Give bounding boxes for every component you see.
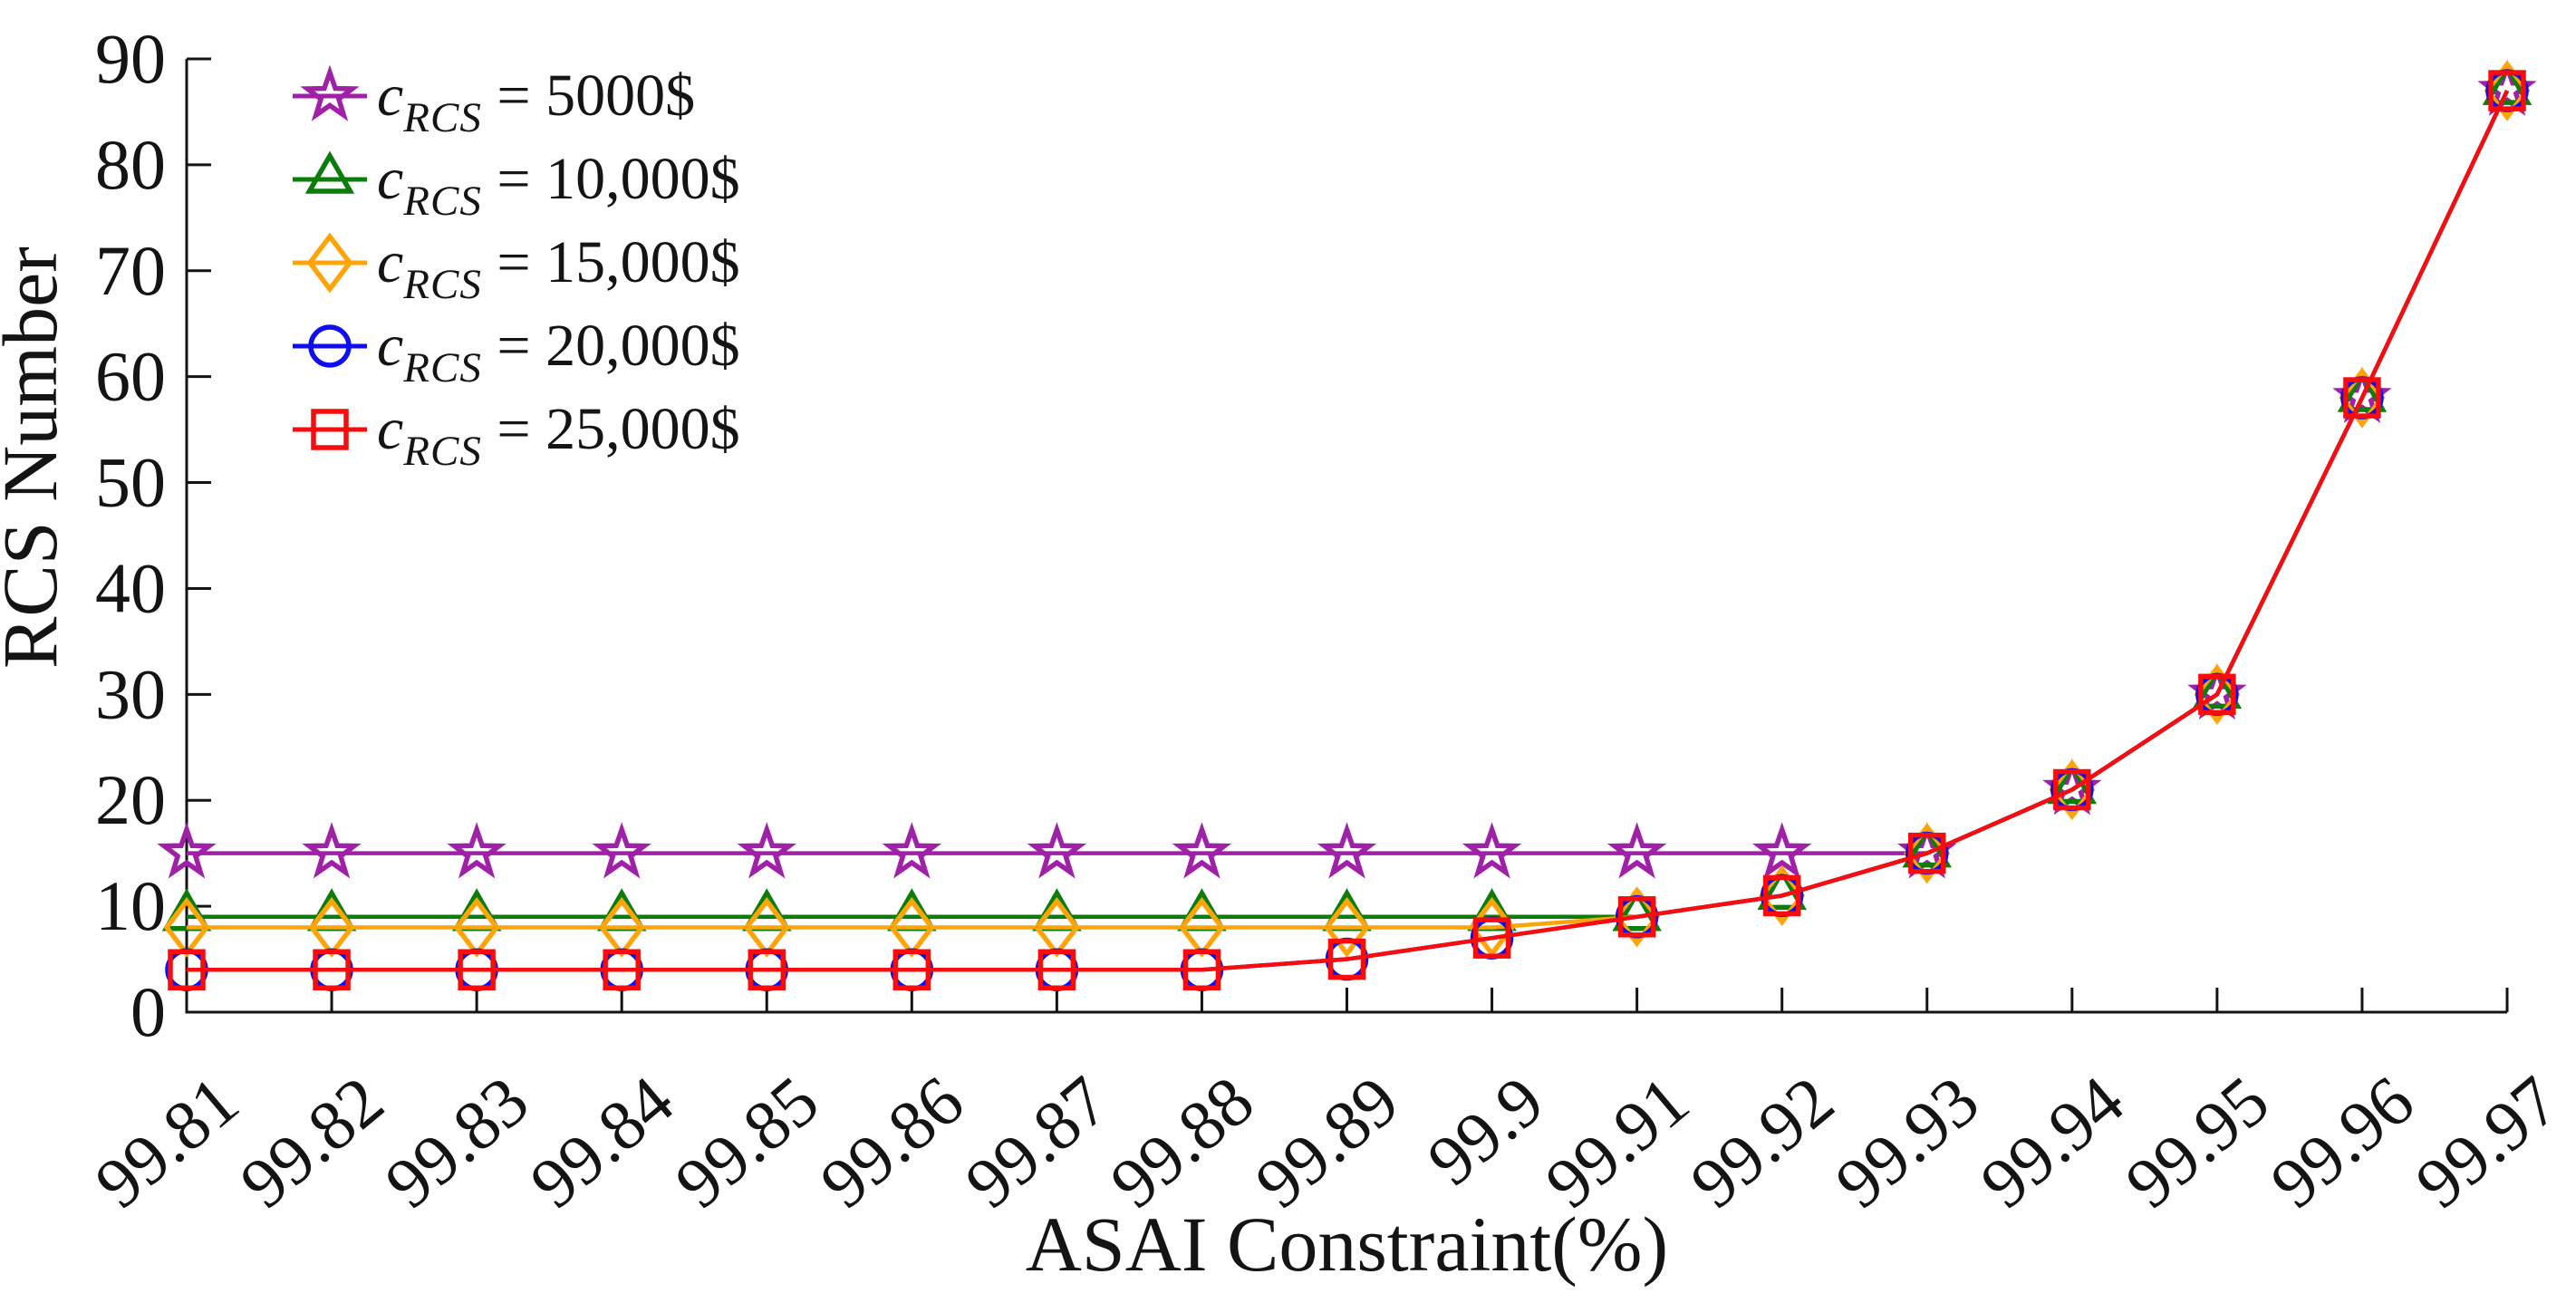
- x-tick-label: 99.9: [1413, 1060, 1558, 1200]
- diamond-marker: [2194, 663, 2241, 725]
- y-tick-label: 10: [95, 866, 166, 945]
- legend-item-25000: cRCS = 25,000$: [288, 388, 740, 475]
- diamond-marker: [1759, 864, 1806, 926]
- y-tick-label: 30: [95, 654, 166, 733]
- legend-label: cRCS = 10,000$: [377, 146, 740, 225]
- legend-item-20000: cRCS = 20,000$: [288, 304, 740, 391]
- x-tick-label: 99.95: [2110, 1060, 2282, 1222]
- star-marker: [1317, 822, 1377, 879]
- y-tick-label: 20: [95, 760, 166, 839]
- square-marker: [2053, 768, 2091, 811]
- x-tick-label: 99.87: [950, 1060, 1123, 1222]
- square-marker: [603, 949, 641, 990]
- x-tick-label: 99.88: [1095, 1060, 1268, 1222]
- square-marker: [168, 949, 206, 990]
- x-tick-label: 99.89: [1240, 1060, 1413, 1222]
- y-tick-label: 40: [95, 548, 166, 627]
- legend-label: cRCS = 15,000$: [377, 229, 740, 308]
- x-tick-label: 99.85: [661, 1060, 833, 1222]
- legend-item-10000: cRCS = 10,000$: [288, 138, 740, 225]
- x-tick-label: 99.97: [2401, 1060, 2573, 1222]
- square-marker: [2343, 377, 2381, 419]
- square-marker: [748, 949, 786, 990]
- square-marker: [1908, 832, 1946, 874]
- square-marker: [1762, 874, 1801, 917]
- square-marker: [2198, 673, 2236, 716]
- star-marker: [592, 822, 651, 879]
- diamond-marker: [2484, 60, 2531, 121]
- square-marker: [1472, 917, 1511, 959]
- y-tick-label: 50: [95, 443, 166, 522]
- square-marker: [458, 949, 496, 990]
- y-axis-label: RCS Number: [0, 246, 73, 669]
- triangle-marker: [1757, 866, 1807, 911]
- circle-marker-icon: [293, 324, 367, 368]
- x-tick-label: 99.86: [806, 1060, 978, 1222]
- triangle-marker: [1612, 888, 1662, 931]
- diamond-marker-icon: [293, 232, 367, 294]
- square-marker: [2488, 70, 2526, 111]
- star-marker-icon: [293, 64, 367, 121]
- triangle-marker: [2337, 369, 2388, 412]
- legend-label: cRCS = 20,000$: [377, 313, 740, 391]
- triangle-marker-icon: [293, 150, 367, 194]
- star-marker: [157, 822, 217, 879]
- star-marker: [447, 822, 507, 879]
- square-marker: [892, 949, 931, 990]
- y-tick-label: 60: [95, 337, 166, 416]
- star-marker: [1027, 822, 1087, 879]
- x-tick-label: 99.96: [2256, 1060, 2428, 1222]
- legend-label: cRCS = 25,000$: [377, 396, 740, 475]
- square-marker: [1327, 938, 1366, 980]
- y-tick-label: 0: [130, 972, 166, 1051]
- x-axis-label: ASAI Constraint(%): [1026, 1201, 1668, 1288]
- square-marker: [1182, 949, 1221, 990]
- series-line: [187, 90, 2510, 972]
- star-marker: [1606, 822, 1667, 879]
- x-tick-label: 99.84: [516, 1060, 688, 1222]
- y-tick-label: 80: [95, 125, 166, 204]
- x-tick-label: 99.93: [1820, 1060, 1992, 1222]
- star-marker: [882, 822, 942, 879]
- x-tick-label: 99.94: [1965, 1060, 2137, 1222]
- diamond-marker: [1324, 896, 1370, 959]
- square-marker-icon: [293, 409, 367, 450]
- star-marker: [1462, 822, 1522, 879]
- diamond-marker: [1614, 886, 1661, 948]
- triangle-marker: [2482, 62, 2533, 105]
- y-tick-label: 70: [95, 231, 166, 310]
- star-marker: [302, 822, 362, 879]
- legend-item-5000: cRCS = 5000$: [288, 54, 740, 141]
- diamond-marker: [2339, 367, 2386, 429]
- x-tick-label: 99.81: [81, 1060, 253, 1222]
- star-marker: [1751, 822, 1812, 879]
- square-marker: [1617, 896, 1656, 938]
- square-marker: [1037, 949, 1076, 990]
- legend-item-15000: cRCS = 15,000$: [288, 221, 740, 308]
- x-tick-label: 99.92: [1675, 1060, 1848, 1222]
- triangle-marker: [2192, 665, 2243, 709]
- star-marker: [737, 822, 796, 879]
- legend-label: cRCS = 5000$: [377, 63, 696, 141]
- legend: cRCS = 5000$ cRCS = 10,000$ cRCS = 15,00…: [288, 54, 740, 475]
- x-tick-label: 99.82: [226, 1060, 398, 1222]
- y-tick-label: 90: [95, 19, 166, 98]
- square-marker: [313, 949, 351, 990]
- x-tick-label: 99.91: [1530, 1060, 1703, 1222]
- star-marker: [1172, 822, 1232, 879]
- x-tick-label: 99.83: [371, 1060, 543, 1222]
- diamond-marker: [1904, 823, 1951, 884]
